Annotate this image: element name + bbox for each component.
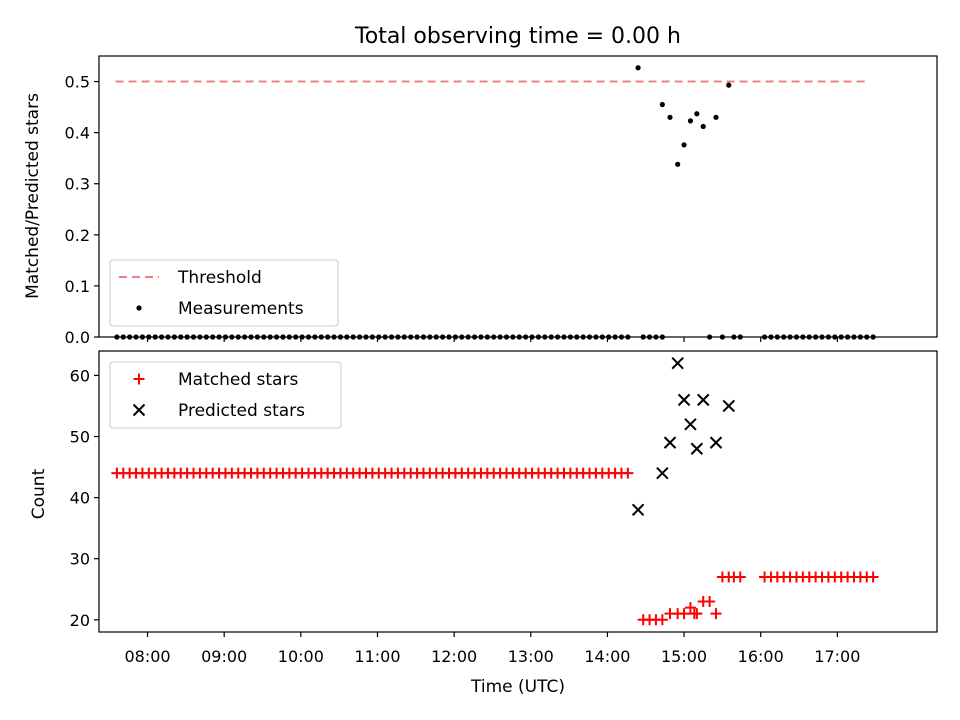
bottom-y-tick-label: 50	[70, 428, 90, 447]
predicted-star-point	[697, 393, 710, 407]
bottom-panel: 20 30 40 50 60 08:00 09:00 10:00 11:00 12:00 13:00…	[29, 350, 938, 697]
measurement-point	[713, 114, 719, 120]
measurement-point	[694, 111, 700, 117]
top-panel-marks	[114, 65, 876, 340]
bottom-x-tick-label: 09:00	[201, 647, 247, 666]
top-y-tick-label: 0.2	[65, 226, 90, 245]
legend-predicted-swatch	[132, 403, 146, 417]
bottom-panel-axes: 20 30 40 50 60 08:00 09:00 10:00 11:00 12:00 13:00…	[70, 366, 861, 666]
bottom-y-tick-label: 40	[70, 489, 90, 508]
bottom-panel-y-axis-label: Count	[29, 468, 49, 519]
legend-label: Predicted stars	[178, 401, 305, 421]
top-panel-legend: Threshold Measurements	[109, 259, 339, 327]
matched-star-point	[678, 608, 690, 620]
matched-star-point	[656, 614, 668, 626]
bottom-y-tick-label: 60	[70, 366, 90, 385]
matched-star-point	[622, 467, 634, 479]
measurement-point	[726, 82, 732, 88]
bottom-x-tick-label: 08:00	[124, 647, 170, 666]
x-axis-label: Time (UTC)	[470, 677, 565, 697]
legend-frame	[109, 361, 342, 429]
predicted-star-point	[631, 503, 645, 517]
top-y-tick-label: 0.1	[65, 277, 90, 296]
matched-star-point	[867, 571, 879, 583]
bottom-panel-marks	[111, 357, 879, 626]
bottom-x-tick-label: 12:00	[431, 647, 477, 666]
matched-star-point	[691, 608, 703, 620]
measurement-point	[659, 101, 665, 108]
legend-measurement-swatch	[136, 305, 142, 311]
matched-star-point	[723, 571, 735, 583]
bottom-y-tick-label: 30	[70, 550, 90, 569]
top-panel-axes: 0.0 0.1 0.2 0.3 0.4 0.5	[65, 73, 838, 347]
top-panel: 0.0 0.1 0.2 0.3 0.4 0.5 Matched/Predicted sta…	[23, 55, 938, 347]
legend-label: Measurements	[178, 299, 304, 319]
matched-star-point	[710, 608, 722, 620]
measurement-point	[700, 123, 706, 130]
top-y-tick-label: 0.5	[65, 73, 90, 92]
predicted-star-point	[656, 466, 669, 480]
chart-title: Total observing time = 0.00 h	[354, 24, 681, 49]
top-y-tick-label: 0.4	[65, 124, 90, 143]
bottom-x-tick-label: 11:00	[354, 647, 400, 666]
bottom-x-tick-label: 10:00	[278, 647, 324, 666]
top-y-tick-label: 0.3	[65, 175, 90, 194]
predicted-star-point	[709, 436, 723, 449]
bottom-x-tick-label: 16:00	[738, 647, 784, 666]
legend-frame	[109, 259, 339, 327]
bottom-x-tick-label: 13:00	[508, 647, 554, 666]
measurement-point	[681, 142, 687, 148]
measurement-point	[675, 161, 681, 167]
measurement-point	[635, 65, 641, 71]
matched-star-point	[734, 571, 746, 583]
top-y-tick-label: 0.0	[65, 328, 90, 347]
bottom-panel-frame	[98, 350, 938, 633]
legend-label: Threshold	[177, 268, 262, 288]
predicted-star-point	[690, 442, 704, 455]
bottom-panel-legend: Matched stars Predicted stars	[109, 361, 342, 429]
legend-matched-swatch	[133, 373, 145, 385]
predicted-star-point	[677, 393, 691, 407]
predicted-star-point	[722, 399, 735, 413]
top-panel-frame	[98, 55, 938, 338]
bottom-x-tick-label: 14:00	[584, 647, 630, 666]
matched-star-point	[704, 595, 716, 607]
legend-label: Matched stars	[178, 370, 298, 390]
measurement-point	[687, 118, 694, 124]
predicted-star-point	[671, 357, 684, 370]
bottom-x-tick-label: 15:00	[661, 647, 707, 666]
top-panel-y-axis-label: Matched/Predicted stars	[23, 93, 43, 299]
matched-star-point	[684, 602, 696, 614]
predicted-star-point	[663, 436, 677, 449]
bottom-x-tick-label: 17:00	[814, 647, 860, 666]
bottom-y-tick-label: 20	[70, 611, 90, 630]
measurement-point	[667, 114, 673, 120]
predicted-star-point	[684, 418, 697, 431]
